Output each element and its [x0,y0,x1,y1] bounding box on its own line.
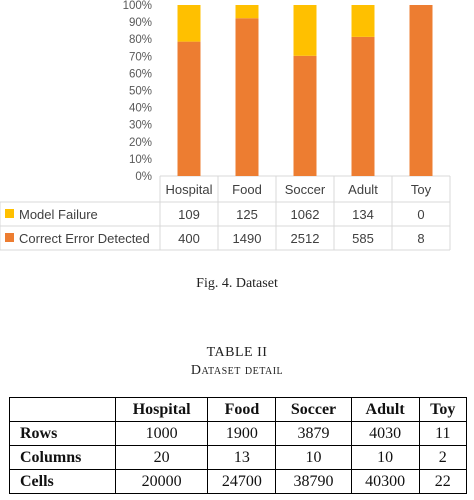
legend-label: Model Failure [19,207,98,222]
legend-label: Correct Error Detected [19,231,150,246]
data-table-value: 400 [178,231,200,246]
data-table-value: 8 [417,231,424,246]
table-cell: 24700 [207,469,277,494]
table-cell: 10 [350,445,420,470]
table-row: Cells 20000 24700 38790 40300 22 [9,469,468,494]
table-row-label: Columns [9,445,116,470]
table-cell: 20000 [114,469,209,494]
table-cell: 40300 [350,469,420,494]
table-header-cell: Hospital [114,397,209,422]
table-cell: 10 [275,445,352,470]
y-tick-label: 80% [129,34,152,46]
table-cell: 1900 [207,421,277,446]
table-header-cell: Toy [418,397,468,422]
table-cell: 11 [418,421,468,446]
table-title: TABLE II [206,345,268,360]
table-cell: 20 [114,445,209,470]
data-table-value: 125 [236,207,258,222]
table-header-cell: Soccer [275,397,352,422]
y-tick-label: 10% [129,154,152,166]
dataset-detail-table: Hospital Food Soccer Adult Toy Rows 1000… [9,397,468,494]
table-row: Rows 1000 1900 3879 4030 11 [9,421,468,446]
bar-segment-model-failure [235,5,259,19]
x-tick-label: Hospital [166,182,213,197]
data-table-value: 134 [352,207,374,222]
y-tick-label: 0% [135,171,152,183]
table-cell: 3879 [275,421,352,446]
table-header-cell [9,397,116,422]
data-table-value: 1062 [291,207,320,222]
table-subtitle: Dataset detail [190,363,284,378]
data-table-value: 585 [352,231,374,246]
table-cell: 38790 [275,469,352,494]
table-cell: 2 [418,445,468,470]
x-tick-label: Adult [348,182,378,197]
bar-segment-model-failure [177,5,201,42]
y-tick-label: 70% [129,51,152,63]
stacked-bar-chart: 0% 10% 20% 30% 40% 50% 60% 70% 80% 90% 100% Hospita… [0,0,451,251]
y-tick-label: 40% [129,103,152,115]
y-tick-label: 20% [129,137,152,149]
y-tick-label: 50% [129,86,152,98]
x-tick-label: Soccer [285,182,326,197]
data-table-value: 1490 [233,231,262,246]
table-cell: 13 [207,445,277,470]
table-row-label: Rows [9,421,116,446]
y-tick-label: 90% [129,17,152,29]
bar-segment-correct-error-detected [409,5,433,176]
data-table-value: 0 [417,207,424,222]
table-cell: 4030 [350,421,420,446]
x-tick-label: Toy [411,182,432,197]
y-tick-label: 100% [123,0,152,12]
legend-swatch [5,209,14,218]
legend-swatch [5,233,14,242]
y-tick-label: 30% [129,120,152,132]
table-header-cell: Adult [350,397,420,422]
bar-segment-model-failure [293,5,317,56]
table-row: Columns 20 13 10 10 2 [9,445,468,470]
bar-segment-correct-error-detected [177,41,201,176]
table-header-row: Hospital Food Soccer Adult Toy [9,397,468,422]
bar-segment-correct-error-detected [351,36,375,176]
table-cell: 1000 [114,421,209,446]
figure-caption: Fig. 4. Dataset [196,276,278,291]
table-header-cell: Food [207,397,277,422]
bar-segment-correct-error-detected [293,55,317,176]
table-row-label: Cells [9,469,116,494]
bar-segment-correct-error-detected [235,18,259,177]
data-table-value: 2512 [291,231,320,246]
data-table-value: 109 [178,207,200,222]
y-tick-label: 60% [129,68,152,80]
table-cell: 22 [418,469,468,494]
bar-segment-model-failure [351,5,375,37]
x-tick-label: Food [232,182,262,197]
